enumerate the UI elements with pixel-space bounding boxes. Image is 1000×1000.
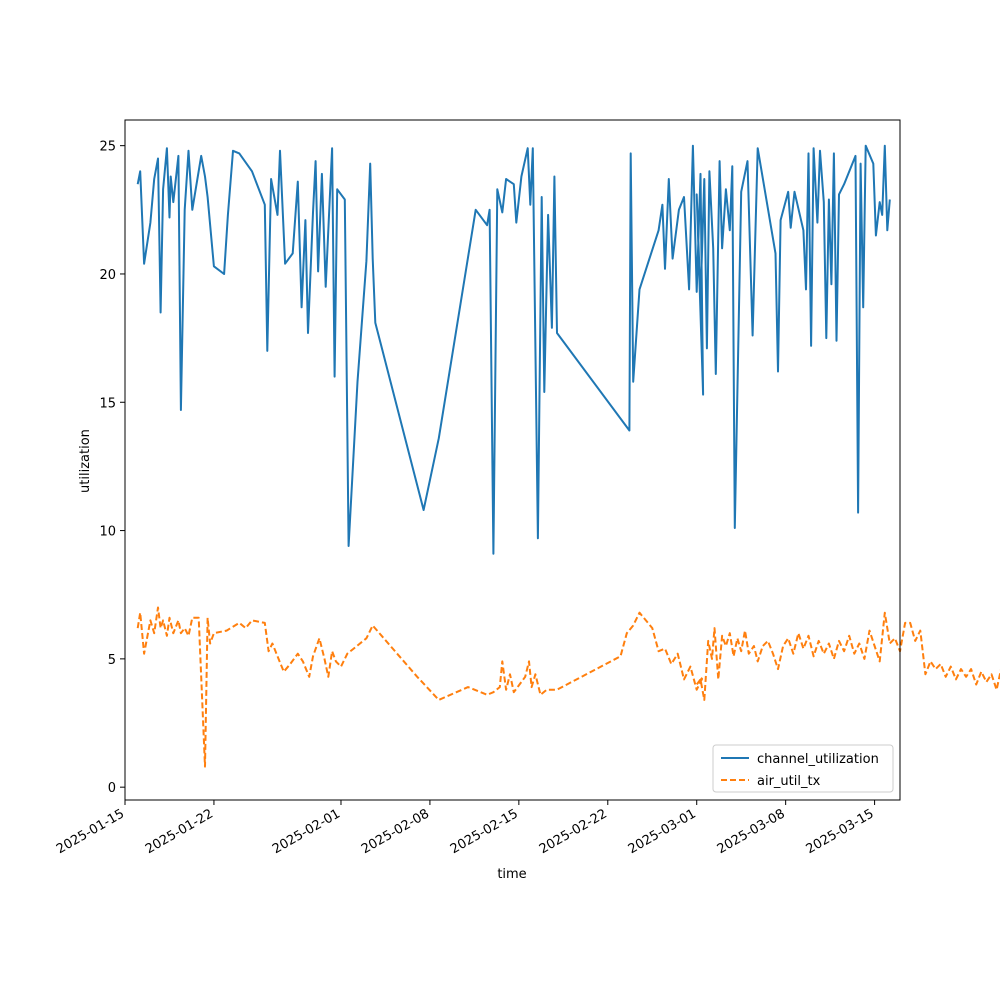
legend-box bbox=[712, 744, 894, 793]
y-tick-label: 25 bbox=[99, 140, 116, 155]
y-tick-label: 15 bbox=[99, 396, 116, 411]
y-axis: 0 5 10 15 20 25 bbox=[99, 140, 125, 796]
series-layer bbox=[136, 144, 1000, 768]
y-tick-label: 10 bbox=[99, 525, 116, 540]
y-tick-label: 20 bbox=[99, 268, 116, 283]
legend: channel_utilization air_util_tx bbox=[712, 744, 894, 793]
y-tick-label: 5 bbox=[108, 653, 116, 668]
legend-label-channel-utilization: channel_utilization bbox=[757, 752, 879, 767]
series-line-air-util-tx bbox=[136, 606, 1000, 768]
legend-label-air-util-tx: air_util_tx bbox=[757, 774, 821, 789]
y-tick-label: 0 bbox=[108, 781, 116, 796]
plot-frame bbox=[124, 119, 901, 801]
x-axis-label: time bbox=[497, 867, 526, 882]
series-line-channel-utilization bbox=[136, 144, 891, 555]
y-axis-label: utilization bbox=[78, 429, 93, 493]
